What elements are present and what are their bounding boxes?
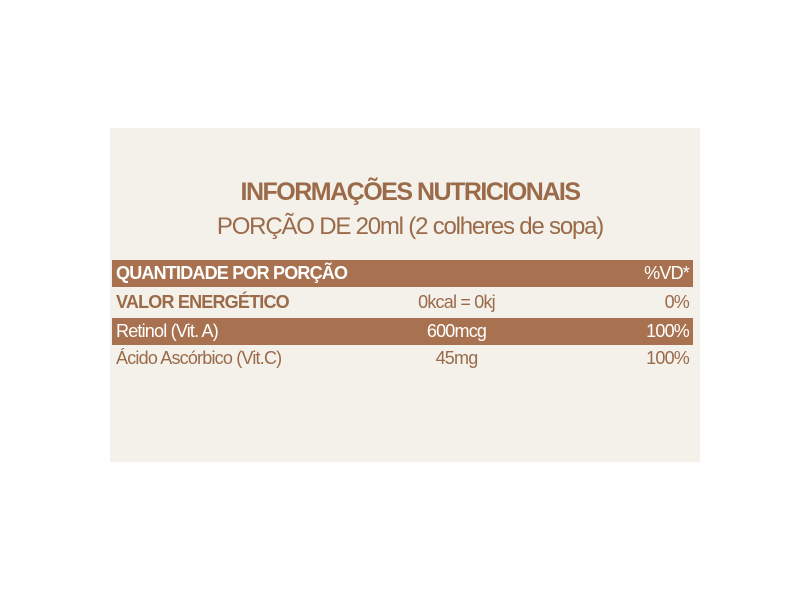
table-row: Retinol (Vit. A) 600mcg 100% [112, 318, 693, 345]
nutrition-panel [110, 128, 700, 462]
table-header: QUANTIDADE POR PORÇÃO %VD* [112, 260, 693, 287]
row-amount: 600mcg [426, 321, 487, 341]
page-title: INFORMAÇÕES NUTRICIONAIS [240, 178, 582, 206]
row-vd: 100% [646, 321, 690, 341]
header-label: QUANTIDADE POR PORÇÃO [116, 263, 348, 283]
row-amount: 45mg [435, 348, 479, 368]
row-label: Retinol (Vit. A) [116, 321, 219, 341]
table-row: VALOR ENERGÉTICO 0kcal = 0kj 0% [112, 289, 693, 316]
row-vd: 100% [646, 348, 690, 368]
serving-size: PORÇÃO DE 20ml (2 colheres de sopa) [216, 213, 604, 240]
table-row: Ácido Ascórbico (Vit.C) 45mg 100% [112, 345, 693, 372]
header-vd: %VD* [644, 263, 690, 283]
row-amount: 0kcal = 0kj [418, 292, 496, 312]
row-vd: 0% [664, 292, 690, 312]
row-label: VALOR ENERGÉTICO [116, 292, 290, 312]
row-label: Ácido Ascórbico (Vit.C) [116, 348, 282, 368]
